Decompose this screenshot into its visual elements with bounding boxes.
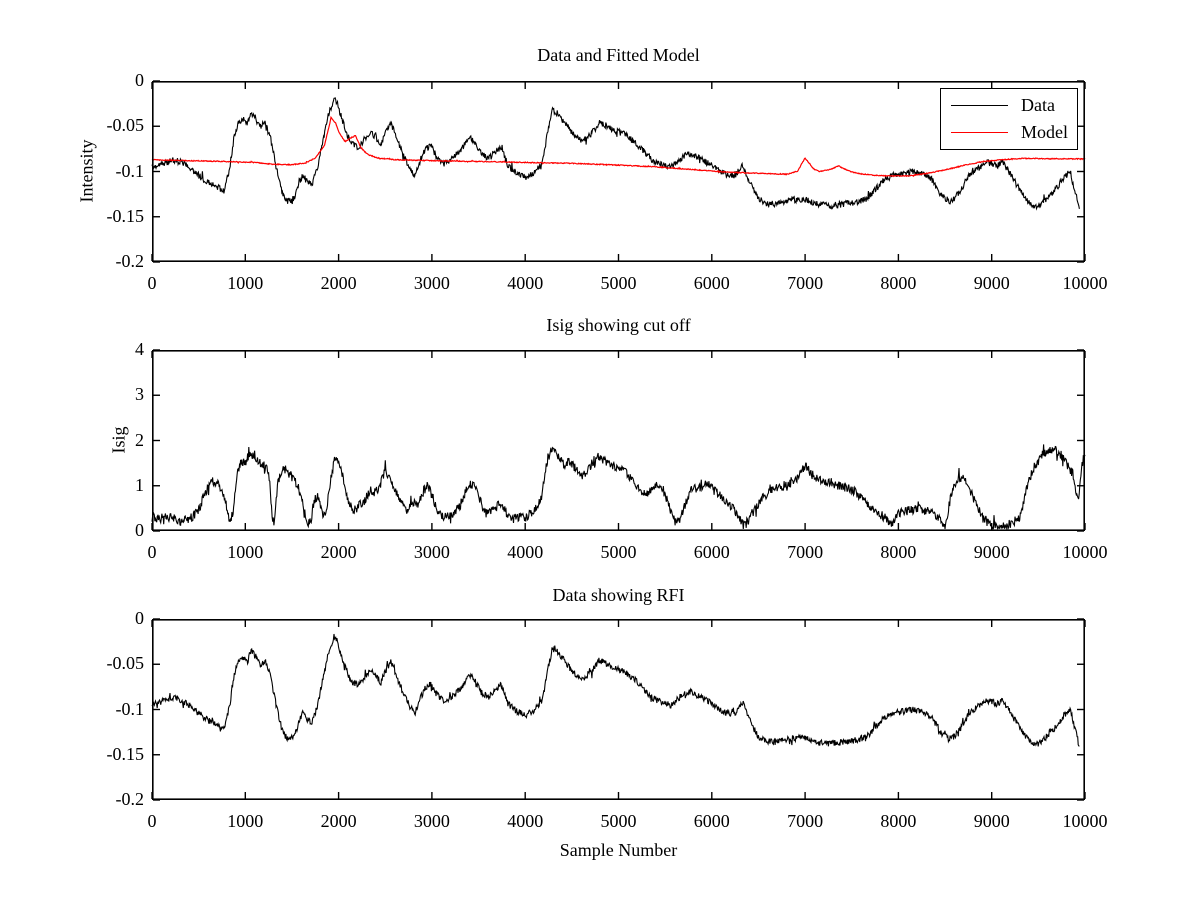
y-tick-label: 1 [135,474,144,495]
x-tick-label: 10000 [1062,811,1108,831]
x-tick-label: 0 [147,811,157,831]
x-tick-label: 0 [147,273,157,293]
x-tick-label: 8000 [880,811,917,831]
y-tick-label: -0.2 [115,251,145,271]
legend-entry-model: Model [941,122,1077,143]
subplot2-title: Isig showing cut off [546,315,691,335]
axes-box [152,81,1086,262]
subplot1-title: Data and Fitted Model [537,45,700,65]
x-tick-label: 4000 [507,273,544,293]
legend-line-sample-model [951,132,1008,133]
y-tick-label: -0.15 [106,743,145,764]
y-tick-label: -0.15 [106,205,145,226]
x-tick-label: 9000 [973,811,1010,831]
x-tick-label: 1000 [227,273,264,293]
x-tick-label: 4000 [507,811,544,831]
x-tick-label: 9000 [973,542,1010,562]
x-tick-label: 9000 [973,273,1010,293]
x-tick-label: 6000 [693,811,730,831]
x-tick-label: 2000 [320,542,357,562]
axes-box [152,350,1086,531]
y-tick-label: 0 [135,608,144,628]
legend-line-sample-data [951,105,1008,106]
x-tick-label: 3000 [413,542,450,562]
y-tick-label: 0 [135,520,144,540]
y-tick-label: 2 [135,429,144,450]
plot-area-2 [151,349,1086,532]
x-tick-label: 0 [147,542,157,562]
y-tick-label: 4 [135,339,144,359]
y-tick-label: -0.05 [106,653,145,674]
x-tick-label: 10000 [1062,542,1108,562]
x-tick-label: 1000 [227,542,264,562]
series-data [151,97,1080,211]
x-tick-label: 7000 [787,811,824,831]
x-tick-label: 1000 [227,811,264,831]
legend-label-data: Data [1021,95,1055,115]
plot-area-3 [151,618,1086,801]
x-tick-label: 4000 [507,542,544,562]
x-tick-label: 7000 [787,273,824,293]
plot-area-1 [151,80,1086,263]
x-tick-label: 2000 [320,811,357,831]
x-tick-label: 5000 [600,273,637,293]
axes-box [152,619,1086,800]
x-tick-label: 6000 [693,273,730,293]
x-tick-label: 8000 [880,273,917,293]
x-tick-label: 10000 [1062,273,1108,293]
y-tick-label: -0.1 [115,698,145,719]
x-tick-label: 3000 [413,273,450,293]
x-tick-label: 3000 [413,811,450,831]
x-axis-label: Sample Number [559,840,678,860]
subplot3-title: Data showing RFI [552,585,685,605]
legend: Data Model [940,88,1078,150]
x-tick-label: 5000 [600,811,637,831]
y-tick-label: 3 [135,384,144,405]
legend-label-model: Model [1021,122,1068,142]
series-model [151,115,1086,178]
x-tick-label: 6000 [693,542,730,562]
y-tick-label: -0.1 [115,160,145,181]
y-tick-label: 0 [135,70,144,90]
series-data [151,633,1080,747]
x-tick-label: 8000 [880,542,917,562]
x-tick-label: 5000 [600,542,637,562]
legend-entry-data: Data [941,95,1077,116]
x-tick-label: 7000 [787,542,824,562]
x-tick-label: 2000 [320,273,357,293]
y-tick-label: -0.2 [115,789,145,809]
y-tick-label: -0.05 [106,115,145,136]
series-isig [151,444,1086,531]
